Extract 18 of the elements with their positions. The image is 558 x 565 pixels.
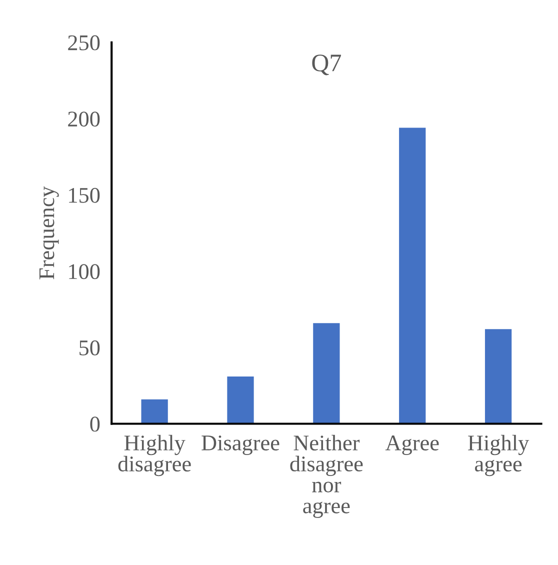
y-tick-label: 50 bbox=[80, 340, 100, 356]
x-tick-label: Disagree bbox=[202, 436, 280, 456]
bar bbox=[313, 323, 340, 424]
x-tick-label: Neither disagree nor agree bbox=[290, 434, 363, 518]
bar bbox=[141, 399, 168, 424]
chart-title: Q7 bbox=[312, 54, 341, 76]
bar bbox=[227, 376, 254, 424]
y-tick-label: 250 bbox=[68, 35, 100, 50]
bar bbox=[484, 329, 512, 424]
y-axis-title: Frequency bbox=[39, 186, 59, 280]
x-tick-label: Agree bbox=[385, 436, 439, 456]
y-tick-label: 0 bbox=[90, 416, 100, 432]
y-tick-label: 200 bbox=[68, 112, 100, 127]
y-tick-label: 150 bbox=[69, 188, 100, 203]
x-tick-label: Highly agree bbox=[468, 434, 530, 476]
x-tick-label: Highly disagree bbox=[118, 434, 191, 476]
y-tick-label: 100 bbox=[69, 264, 100, 280]
bar bbox=[399, 128, 426, 424]
